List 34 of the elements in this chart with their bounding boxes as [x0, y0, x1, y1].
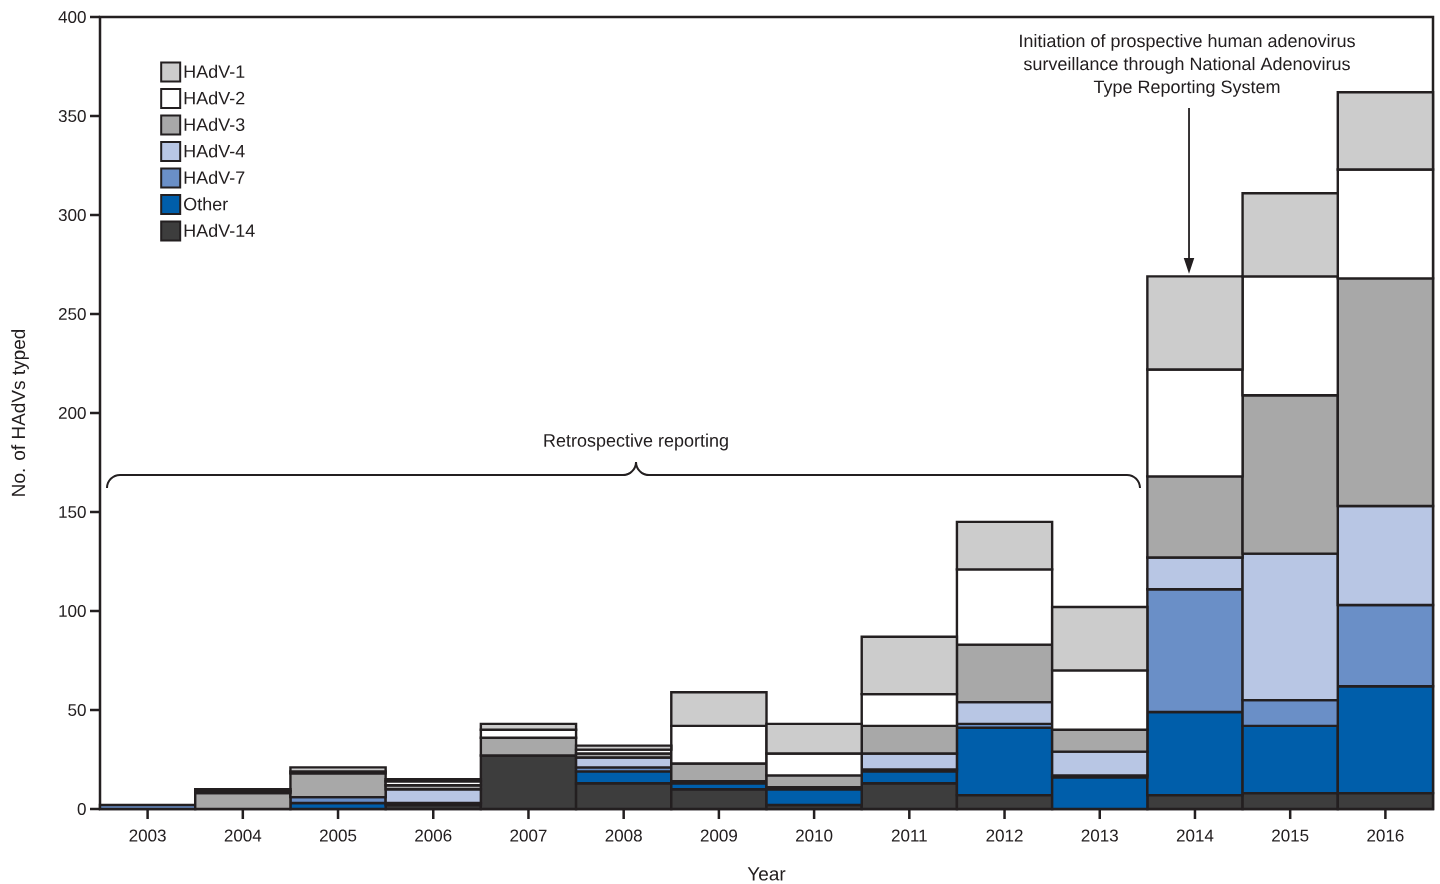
x-tick-label: 2013: [1081, 829, 1118, 842]
x-tick-label: 2015: [1272, 829, 1309, 842]
x-tick-label: 2010: [796, 829, 833, 842]
y-tick-label: 0: [77, 802, 86, 816]
y-tick-label: 400: [58, 10, 86, 24]
legend-label: HAdV-7: [184, 170, 245, 184]
x-tick-label: 2006: [415, 829, 452, 842]
x-tick-label: 2009: [700, 829, 737, 842]
legend-label: HAdV-14: [184, 223, 255, 237]
x-tick-label: 2005: [319, 829, 357, 842]
x-tick-label: 2014: [1176, 829, 1214, 842]
y-tick-label: 250: [58, 307, 86, 321]
x-tick-label: 2008: [605, 829, 642, 842]
legend-label: HAdV-3: [184, 117, 245, 131]
legend-label: Other: [184, 197, 228, 211]
x-tick-label: 2004: [224, 829, 262, 842]
x-tick-label: 2012: [986, 829, 1023, 842]
x-tick-label: 2007: [510, 829, 547, 842]
y-tick-label: 50: [68, 703, 86, 717]
y-tick-label: 350: [58, 109, 86, 123]
x-axis-title: Year: [747, 867, 786, 881]
x-tick-label: 2003: [129, 829, 166, 842]
legend-label: HAdV-2: [184, 91, 245, 105]
y-tick-label: 150: [59, 505, 86, 519]
x-tick-label: 2016: [1367, 829, 1404, 842]
x-tick-label: 2011: [891, 829, 927, 842]
legend-label: HAdV-4: [184, 144, 245, 158]
y-axis-title: No. of HAdVs typed: [11, 329, 29, 496]
y-tick-label: 200: [58, 406, 86, 420]
y-tick-label: 300: [58, 208, 86, 222]
legend-label: HAdV-1: [184, 64, 245, 78]
y-tick-label: 100: [59, 604, 86, 618]
annotation: Retrospective reporting: [544, 433, 728, 451]
annotation: Initiation of prospective human adenovirus surveillance through National Adenovirus Type Reporting System: [1020, 34, 1355, 97]
